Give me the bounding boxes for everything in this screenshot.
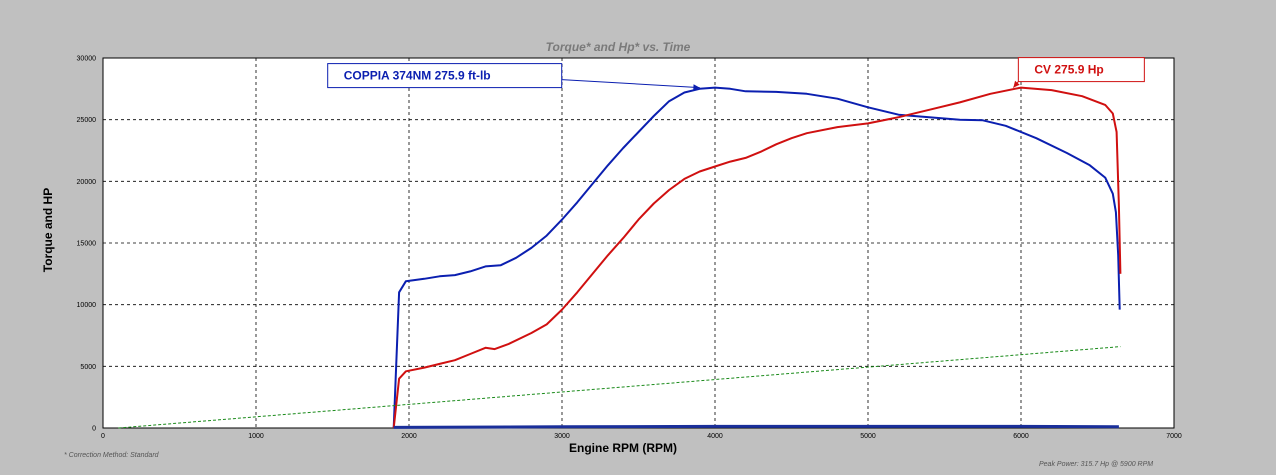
annotation-box	[327, 63, 563, 89]
y-tick-label: 15000	[77, 241, 97, 248]
x-tick-label: 1000	[248, 433, 264, 440]
y-tick-label: 25000	[77, 117, 97, 124]
y-tick-labels: 0 5000 10000 15000 20000 25000 30000	[77, 56, 97, 433]
grid	[103, 58, 1174, 428]
annotation-box	[1017, 57, 1145, 83]
x-tick-labels: 0 1000 2000 3000 4000 5000 6000 7000	[101, 433, 1182, 440]
series-line-0	[392, 86, 1121, 429]
y-tick-label: 10000	[77, 302, 97, 309]
annotation-arrow	[693, 84, 700, 91]
y-axis-label: Torque and HP	[41, 188, 55, 272]
x-tick-label: 3000	[554, 433, 570, 440]
series-line-3	[393, 424, 1119, 429]
series-lines	[118, 86, 1122, 429]
x-axis-label: Engine RPM (RPM)	[569, 441, 677, 455]
x-tick-label: 7000	[1166, 433, 1182, 440]
x-tick-label: 2000	[401, 433, 417, 440]
x-tick-label: 5000	[860, 433, 876, 440]
correction-note: * Correction Method: Standard	[64, 452, 160, 459]
peak-power-note: Peak Power: 315.7 Hp @ 5900 RPM	[1039, 461, 1153, 468]
chart-title: Torque* and Hp* vs. Time	[546, 40, 691, 54]
x-tick-label: 6000	[1013, 433, 1029, 440]
series-line-1	[392, 86, 1122, 429]
y-tick-label: 20000	[77, 179, 97, 186]
annotation-leader	[561, 79, 700, 89]
y-tick-label: 30000	[77, 56, 97, 63]
annotation-arrow	[1013, 80, 1020, 88]
y-tick-label: 5000	[80, 364, 96, 371]
annotation-label: COPPIA 374NM 275.9 ft-lb	[344, 69, 491, 83]
y-tick-label: 0	[92, 426, 96, 433]
annotations: COPPIA 374NM 275.9 ft-lb CV 275.9 Hp	[327, 57, 1145, 91]
annotation-label: CV 275.9 Hp	[1034, 63, 1103, 77]
x-tick-label: 4000	[707, 433, 723, 440]
series-line-2	[118, 346, 1121, 429]
x-tick-label: 0	[101, 433, 105, 440]
